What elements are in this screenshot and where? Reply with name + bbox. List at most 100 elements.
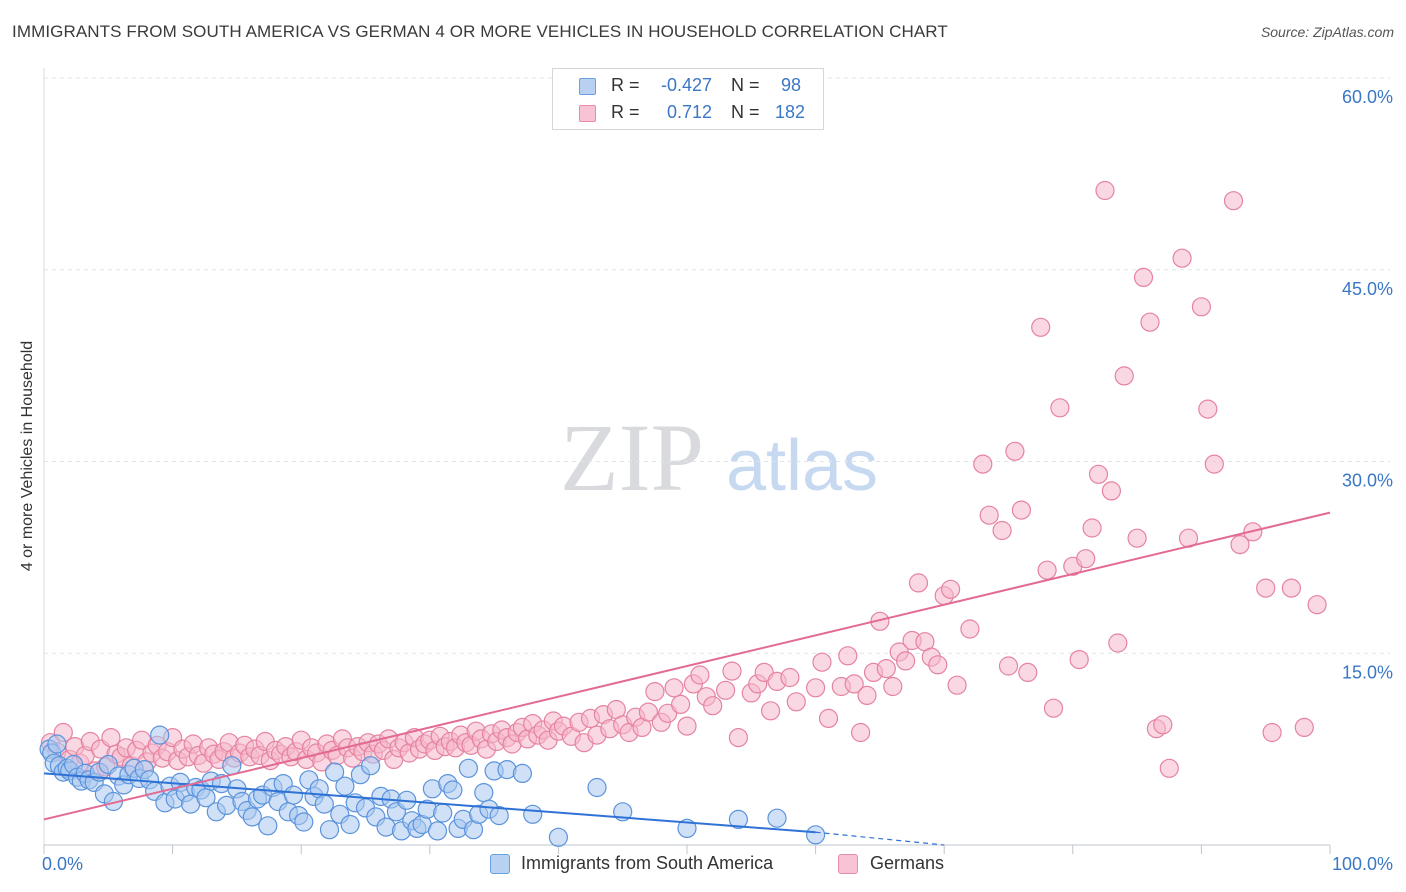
germans-point	[1095, 180, 1115, 201]
germans-point	[786, 692, 806, 712]
tick-labels: 15.0% 30.0% 45.0% 60.0% 0.0% 100.0%	[42, 87, 1393, 874]
legend-n-label: N =	[731, 102, 760, 122]
x-tick-label: 100.0%	[1332, 854, 1393, 874]
germans-point	[876, 658, 896, 679]
bottom-legend-swatch-blue	[490, 854, 510, 874]
south-america-point	[512, 763, 533, 784]
grid	[44, 77, 1390, 654]
south-america-point	[294, 812, 314, 832]
legend-n-label: N =	[731, 75, 760, 95]
bottom-legend-item-germans: Germans	[838, 852, 968, 876]
germans-point	[1043, 698, 1064, 718]
legend-r-value: -0.427	[660, 75, 712, 95]
germans-point	[1076, 549, 1096, 569]
germans-point	[101, 727, 121, 748]
south-america-point	[335, 776, 355, 796]
south-america-point	[805, 825, 826, 845]
germans-point	[690, 665, 710, 685]
germans-point	[1037, 560, 1057, 580]
germans-point	[844, 674, 864, 694]
south-america-point	[222, 756, 242, 776]
south-america-point	[523, 804, 543, 824]
germans-point	[664, 678, 684, 698]
germans-point	[1294, 717, 1314, 738]
south-america-point	[47, 734, 67, 754]
south-america-point	[443, 780, 463, 800]
germans-point	[928, 655, 948, 675]
legend-r-label: R =	[611, 102, 640, 122]
south-america-point	[767, 808, 787, 828]
germans-point	[1256, 578, 1276, 598]
germans-point	[780, 667, 800, 688]
germans-trend-line	[43, 511, 1331, 821]
south-america-point	[325, 762, 345, 782]
germans-point	[1172, 248, 1192, 268]
germans-point	[1005, 441, 1025, 461]
germans-point	[895, 651, 916, 671]
germans-point	[838, 646, 858, 666]
germans-point	[1018, 662, 1038, 683]
germans-points	[40, 180, 1327, 781]
germans-point	[857, 685, 877, 706]
germans-point	[1140, 312, 1160, 332]
legend-n-value: 98	[780, 75, 801, 95]
germans-point	[670, 694, 691, 715]
germans-point	[1281, 578, 1302, 598]
correlation-legend: R = -0.427 N = 98 R = 0.712 N = 182	[552, 68, 824, 130]
germans-point	[812, 652, 832, 672]
germans-point	[1191, 297, 1212, 317]
germans-point	[947, 675, 967, 695]
germans-point	[908, 573, 929, 593]
south-america-point	[458, 758, 478, 778]
source-note: Source: ZipAtlas.com	[1260, 24, 1394, 40]
germans-point	[1082, 518, 1102, 538]
germans-point	[703, 696, 723, 716]
south-america-point	[677, 818, 697, 839]
germans-point	[1230, 534, 1250, 555]
chart-title: IMMIGRANTS FROM SOUTH AMERICA VS GERMAN …	[12, 22, 948, 41]
south-america-point	[283, 785, 304, 805]
germans-point	[1153, 715, 1173, 735]
germans-point	[1307, 595, 1327, 615]
y-tick-label: 15.0%	[1342, 662, 1393, 682]
germans-point	[1114, 366, 1134, 386]
germans-point	[1108, 633, 1128, 653]
south-america-point	[361, 756, 381, 776]
south-america-trend-line	[43, 772, 816, 834]
germans-point	[1223, 191, 1244, 211]
germans-point	[1088, 464, 1109, 484]
germans-point	[940, 579, 961, 599]
germans-point	[960, 619, 980, 639]
south-america-point	[433, 803, 453, 823]
germans-point	[722, 661, 742, 681]
y-tick-label: 60.0%	[1342, 87, 1393, 107]
germans-point	[677, 716, 697, 736]
germans-point	[1031, 317, 1051, 337]
south-america-point	[728, 809, 749, 830]
legend-swatch-pink	[579, 105, 596, 122]
germans-point	[979, 505, 999, 525]
germans-point	[1262, 722, 1282, 743]
germans-point	[818, 708, 839, 729]
south-america-point	[242, 807, 262, 827]
bottom-legend-item-south-america: Immigrants from South America	[490, 852, 820, 876]
bottom-legend-swatch-pink	[838, 854, 858, 874]
y-tick-label: 45.0%	[1342, 279, 1393, 299]
south-america-point	[587, 777, 607, 798]
germans-point	[850, 722, 871, 743]
bottom-legend-label: Immigrants from South America	[521, 853, 774, 873]
south-america-point	[548, 827, 569, 847]
germans-point	[1011, 500, 1032, 520]
germans-point	[883, 676, 903, 697]
watermark-zip: ZIP	[560, 404, 704, 511]
germans-point	[760, 701, 781, 721]
south-america-point	[489, 805, 509, 826]
south-america-point	[314, 794, 334, 814]
legend-n-value: 182	[775, 102, 806, 122]
south-america-point	[150, 725, 170, 745]
y-tick-label: 30.0%	[1342, 471, 1393, 491]
legend-r-value: 0.712	[666, 102, 712, 122]
germans-point	[645, 681, 665, 702]
axes	[43, 68, 1331, 854]
